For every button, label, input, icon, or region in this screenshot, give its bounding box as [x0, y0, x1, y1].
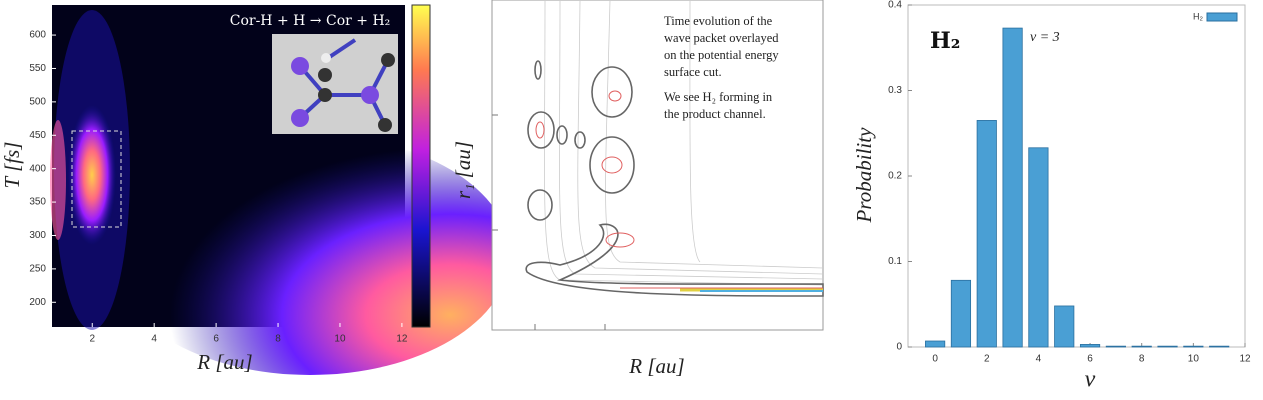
wavepacket-contours — [525, 60, 824, 297]
x-tick-label: 6 — [213, 334, 219, 345]
bar — [1002, 27, 1023, 348]
x-tick-label: 10 — [1188, 354, 1200, 365]
legend-label: H₂ — [1193, 11, 1203, 21]
x-axis-label: R [au] — [196, 350, 252, 374]
annotation-line: on the potential energy — [664, 48, 779, 62]
bar — [1131, 345, 1152, 348]
inset-atom — [381, 53, 395, 67]
y-tick-label: 300 — [29, 230, 46, 241]
heatmap-blob — [50, 120, 66, 240]
y-axis-label: r₁ [au] — [451, 141, 475, 199]
inset-atom — [378, 118, 392, 132]
x-tick-label: 8 — [1139, 354, 1145, 365]
bar — [1028, 147, 1049, 348]
x-tick-label: 4 — [1036, 354, 1042, 365]
inset-atom — [318, 88, 332, 102]
y-tick-label: 350 — [29, 197, 46, 208]
x-axis-label: R [au] — [628, 354, 684, 378]
y-tick-label: 400 — [29, 163, 46, 174]
y-tick-label: 0 — [896, 342, 902, 353]
x-tick-label: 6 — [1087, 354, 1093, 365]
y-axis-label: Probability — [852, 127, 876, 224]
annotation-line: the product channel. — [664, 107, 766, 121]
bar — [925, 340, 946, 348]
x-tick-label: 2 — [984, 354, 990, 365]
x-tick-label: 10 — [334, 334, 346, 345]
y-tick-label: 0.1 — [888, 256, 902, 267]
colorbar — [411, 4, 431, 328]
x-tick-label: 4 — [151, 334, 157, 345]
inset-atom — [361, 86, 379, 104]
plot-frame — [491, 0, 824, 331]
annotation-line: surface cut. — [664, 65, 722, 79]
bar — [1157, 345, 1178, 348]
y-tick-label: 200 — [29, 297, 46, 308]
heatmap-blob — [110, 135, 510, 375]
inset-atom — [318, 68, 332, 82]
y-tick-label: 500 — [29, 97, 46, 108]
y-tick-label: 0.4 — [888, 0, 902, 11]
y-axis-label: T [fs] — [0, 142, 24, 189]
bar — [1183, 345, 1204, 348]
x-tick-label: 12 — [396, 334, 408, 345]
chart-title: Cor-H + H → Cor + H₂ — [230, 13, 391, 29]
annotation-line: We see H₂ forming in — [664, 90, 773, 104]
y-tick-label: 600 — [29, 30, 46, 41]
x-tick-label: 0 — [932, 354, 938, 365]
x-tick-label: 8 — [275, 334, 281, 345]
y-tick-label: 550 — [29, 63, 46, 74]
y-tick-label: 0.3 — [888, 85, 902, 96]
annotation: ν = 3 — [1030, 30, 1060, 45]
annotation-line: wave packet overlayed — [664, 31, 779, 45]
bar — [1054, 305, 1075, 348]
bar — [1079, 344, 1101, 348]
x-axis-label: ν — [1085, 367, 1096, 393]
chart-title: H₂ — [930, 28, 960, 54]
inset-atom — [291, 109, 309, 127]
y-tick-label: 250 — [29, 264, 46, 275]
y-tick-label: 450 — [29, 130, 46, 141]
bar — [976, 120, 997, 348]
axis-ticks — [492, 114, 606, 330]
bar — [1105, 345, 1126, 348]
x-tick-label: 12 — [1239, 354, 1251, 365]
wavepacket-contours — [535, 90, 823, 289]
highlight-box — [71, 130, 122, 228]
inset-atom — [321, 53, 331, 63]
bar — [950, 279, 972, 348]
inset-image — [272, 34, 398, 134]
y-tick-label: 0.2 — [888, 171, 902, 182]
bar — [1209, 345, 1230, 348]
inset-atom — [291, 57, 309, 75]
x-tick-label: 2 — [89, 334, 95, 345]
heatmap-panel: Cor-H + H → Cor + H₂ R [au] T [fs] — [0, 4, 510, 375]
contour-panel: Time evolution of the wave packet overla… — [451, 0, 824, 378]
legend-swatch — [1206, 12, 1238, 22]
annotation-line: Time evolution of the — [664, 14, 773, 28]
heatmap-blob — [68, 105, 116, 245]
